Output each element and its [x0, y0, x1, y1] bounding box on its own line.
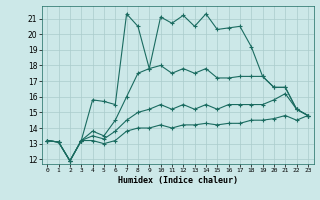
- X-axis label: Humidex (Indice chaleur): Humidex (Indice chaleur): [118, 176, 237, 185]
